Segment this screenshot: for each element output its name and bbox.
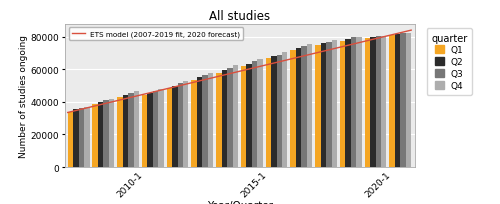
Bar — [346, 40, 351, 167]
Title: All studies: All studies — [210, 10, 270, 23]
Bar — [246, 64, 252, 167]
Y-axis label: Number of studies ongoing: Number of studies ongoing — [19, 35, 28, 157]
Bar — [178, 84, 183, 167]
Bar — [158, 89, 164, 167]
Bar — [290, 50, 296, 167]
Bar — [166, 89, 172, 167]
Bar — [78, 108, 84, 167]
Bar — [241, 67, 246, 167]
Bar — [340, 42, 345, 167]
Bar — [142, 96, 148, 167]
Bar — [92, 105, 98, 167]
Bar — [302, 46, 307, 167]
Bar — [376, 37, 381, 167]
Bar — [258, 59, 262, 167]
Bar — [216, 73, 222, 167]
Bar — [406, 33, 411, 167]
Bar — [117, 98, 122, 167]
Bar — [356, 38, 362, 167]
Bar — [197, 78, 202, 167]
Bar — [153, 91, 158, 167]
Bar — [326, 42, 332, 167]
Bar — [266, 59, 271, 167]
Bar — [381, 37, 386, 167]
Bar — [134, 92, 139, 167]
Bar — [104, 101, 109, 167]
Bar — [332, 41, 337, 167]
Bar — [122, 95, 128, 167]
Bar — [400, 34, 406, 167]
Bar — [202, 76, 208, 167]
Bar — [208, 74, 213, 167]
Bar — [315, 45, 320, 167]
Bar — [172, 86, 178, 167]
Bar — [232, 66, 238, 167]
Bar — [395, 35, 400, 167]
Bar — [227, 68, 232, 167]
Bar — [282, 53, 288, 167]
Bar — [148, 93, 153, 167]
Bar — [222, 71, 227, 167]
Bar — [320, 44, 326, 167]
Bar — [370, 38, 376, 167]
Bar — [128, 93, 134, 167]
Bar — [307, 45, 312, 167]
Bar — [276, 55, 282, 167]
Bar — [84, 107, 89, 167]
Bar — [98, 102, 103, 167]
Bar — [390, 36, 395, 167]
Bar — [73, 110, 78, 167]
Bar — [252, 62, 258, 167]
Bar — [364, 39, 370, 167]
Bar — [271, 57, 276, 167]
Bar — [109, 99, 114, 167]
Bar — [351, 38, 356, 167]
Bar — [192, 80, 197, 167]
Bar — [183, 81, 188, 167]
Bar — [296, 49, 302, 167]
Bar — [68, 112, 73, 167]
Legend: Q1, Q2, Q3, Q4: Q1, Q2, Q3, Q4 — [426, 29, 472, 95]
X-axis label: Year/Quarter: Year/Quarter — [207, 200, 273, 204]
